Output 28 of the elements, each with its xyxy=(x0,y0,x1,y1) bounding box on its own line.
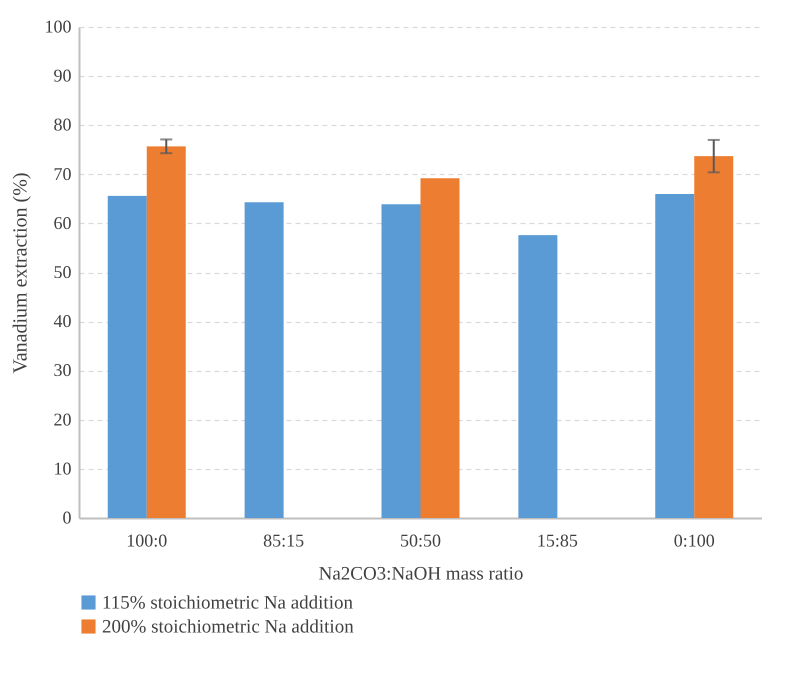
y-tick-label: 40 xyxy=(54,311,72,332)
y-tick-label: 50 xyxy=(54,262,72,282)
bar xyxy=(420,178,460,518)
x-tick-label: 100:0 xyxy=(126,530,168,550)
y-tick-label: 30 xyxy=(54,360,72,380)
bar xyxy=(694,156,734,518)
bar xyxy=(244,202,284,518)
x-tick-label: 50:50 xyxy=(400,530,442,550)
x-tick-label: 0:100 xyxy=(674,530,715,550)
legend-label: 115% stoichiometric Na addition xyxy=(102,592,354,614)
bar xyxy=(108,196,147,518)
y-tick-label: 20 xyxy=(54,409,72,430)
y-tick-label: 10 xyxy=(54,458,72,478)
y-tick-label: 60 xyxy=(54,212,72,233)
y-tick-label: 90 xyxy=(54,66,72,86)
x-tick-label: 85:15 xyxy=(263,530,304,550)
bar xyxy=(655,194,694,518)
bar xyxy=(146,146,186,518)
y-tick-label: 70 xyxy=(54,164,72,184)
x-axis-title: Na2CO3:NaOH mass ratio xyxy=(318,564,524,584)
y-tick-label: 100 xyxy=(44,16,72,36)
legend-label: 200% stoichiometric Na addition xyxy=(102,616,354,638)
y-tick-label: 80 xyxy=(54,114,72,135)
y-axis-title: Vanadium extraction (%) xyxy=(10,172,32,374)
bar xyxy=(518,235,558,518)
x-tick-label: 15:85 xyxy=(536,530,578,550)
y-tick-label: 0 xyxy=(62,508,72,528)
bar xyxy=(381,204,420,518)
